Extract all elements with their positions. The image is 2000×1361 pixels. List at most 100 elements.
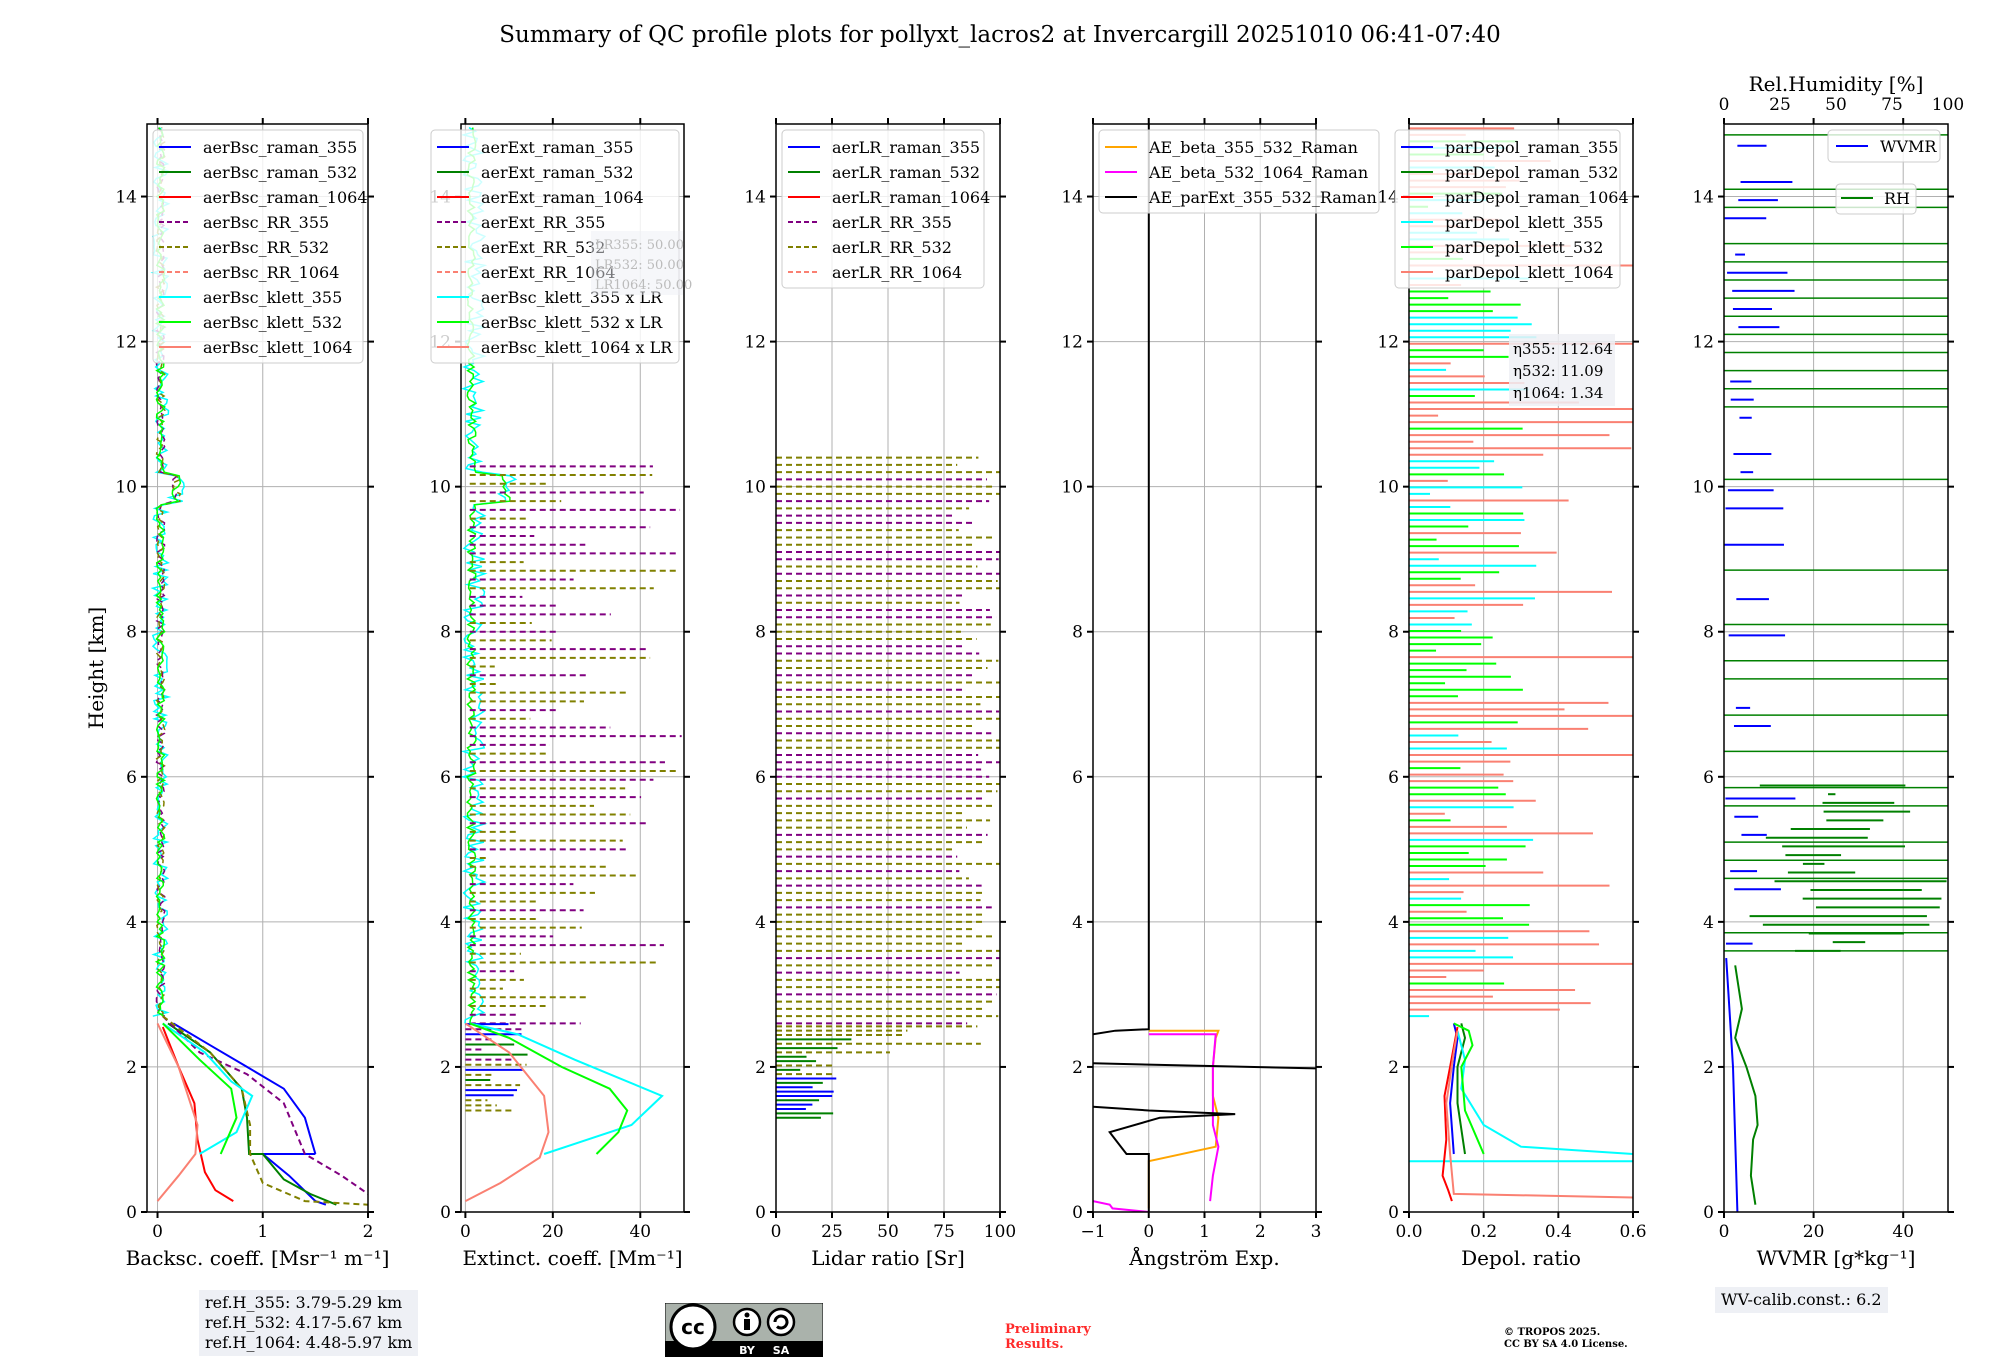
y-tick-label: 10 (1377, 478, 1399, 498)
legend-label: aerLR_raman_355 (832, 138, 980, 157)
y-tick-label: 0 (440, 1203, 451, 1223)
legend-label: aerBsc_raman_1064 (203, 188, 368, 207)
y-tick-label: 12 (1061, 333, 1083, 353)
y-tick-label: 6 (126, 768, 137, 788)
series-parDepol_raman_532 (1456, 1023, 1467, 1155)
legend-label: aerExt_raman_355 (481, 138, 634, 157)
badge-by-label: BY (739, 1344, 756, 1357)
legend-label: aerBsc_RR_532 (203, 238, 329, 257)
x2-tick-label: 25 (1769, 95, 1791, 115)
legend-box (1098, 129, 1380, 214)
x-tick-label: 0 (460, 1222, 471, 1242)
y-tick-label: 2 (755, 1058, 766, 1078)
y-tick-label: 2 (1703, 1058, 1714, 1078)
cc-icon (669, 1303, 717, 1351)
legend-label: aerLR_RR_532 (832, 238, 952, 257)
y-tick-label: 6 (1072, 768, 1083, 788)
series-parDepol_raman_1064 (1441, 1026, 1459, 1202)
x-tick-label: 3 (1311, 1222, 1322, 1242)
series-RH (1734, 965, 1759, 1205)
series-AE_parExt_355_532_Raman (1093, 124, 1316, 1212)
x-tick-label: 0 (152, 1222, 163, 1242)
plot-area (776, 124, 1000, 1212)
y-tick-label: 2 (1072, 1058, 1083, 1078)
series-aerBsc_RR_355 (162, 1015, 368, 1195)
y-tick-label: 12 (1692, 333, 1714, 353)
y-tick-label: 8 (1388, 623, 1399, 643)
plot-area (1724, 124, 1948, 1212)
legend-label: aerBsc_raman_355 (203, 138, 357, 157)
y-tick-label: 0 (755, 1203, 766, 1223)
series-aerBsc_klett_532 (162, 1022, 238, 1155)
x-axis-label: WVMR [g*kg⁻¹] (1757, 1246, 1916, 1270)
x-tick-label: 75 (933, 1222, 955, 1242)
x-tick-label: 1 (1199, 1222, 1210, 1242)
legend-label: parDepol_raman_1064 (1445, 188, 1629, 207)
legend: aerLR_raman_355 aerLR_raman_532 aerLR_rama… (781, 129, 990, 289)
legend-label: AE_beta_532_1064_Raman (1148, 163, 1368, 182)
x2-axis-label: Rel.Humidity [%] (1749, 72, 1924, 96)
x2-tick-label: 0 (1719, 95, 1730, 115)
series-parDepol_klett_355 (1456, 1030, 1633, 1155)
y-tick-label: 8 (1072, 623, 1083, 643)
y-tick-label: 14 (744, 188, 766, 208)
legend-label: aerExt_raman_1064 (481, 188, 644, 207)
x-tick-label: 0.0 (1395, 1222, 1422, 1242)
subplot-lidar_ratio: 0 25 50 75 100 0 2 4 6 8 10 12 14 Lidar ratio [Sr] aer… (744, 118, 1016, 1270)
wv-calib-box: WV-calib.const.: 6.2 (1715, 1287, 1888, 1313)
legend-label: aerBsc_klett_532 (203, 313, 342, 332)
x2-tick-label: 75 (1881, 95, 1903, 115)
series-WVMR (1725, 958, 1739, 1212)
x-axis-label: Extinct. coeff. [Mm⁻¹] (462, 1246, 682, 1270)
eta-annotation-line: η355: 112.64 (1513, 340, 1613, 358)
x-tick-label: 25 (821, 1222, 843, 1242)
y-tick-label: 14 (1692, 188, 1714, 208)
series-AE_beta_355_532_Raman (1147, 1029, 1220, 1209)
y-tick-label: 6 (1703, 768, 1714, 788)
series-aerBsc_klett_1064 (156, 1022, 199, 1202)
y-tick-label: 2 (126, 1058, 137, 1078)
lr-annotation-line: LR532: 50.00 (595, 258, 684, 273)
eta-annotation-box (1509, 334, 1615, 406)
y-tick-label: 0 (1388, 1203, 1399, 1223)
preliminary-line-2: Results. (1005, 1337, 1064, 1352)
x-tick-label: 40 (1892, 1222, 1914, 1242)
legend-box (781, 129, 985, 289)
legend-label: aerLR_raman_1064 (832, 188, 990, 207)
legend-label: RH (1884, 189, 1910, 208)
lr-annotation-box (591, 231, 683, 295)
y-tick-label: 8 (440, 623, 451, 643)
series-aerBsc_klett_355 (162, 1022, 254, 1155)
legend-label: aerLR_RR_355 (832, 213, 952, 232)
sa-share-alike-icon (766, 1307, 796, 1337)
y-tick-label: 14 (1377, 188, 1399, 208)
legend-label: aerExt_RR_355 (481, 213, 605, 232)
x-tick-label: 1 (257, 1222, 268, 1242)
y-tick-label: 2 (440, 1058, 451, 1078)
legend-label: aerBsc_RR_355 (203, 213, 329, 232)
x-tick-label: 50 (877, 1222, 899, 1242)
legend-label: aerBsc_RR_1064 (203, 263, 339, 282)
x-tick-label: 0 (1719, 1222, 1730, 1242)
y-tick-label: 8 (126, 623, 137, 643)
series-AE_beta_532_1064_Raman (1093, 1033, 1220, 1212)
legend-label: aerLR_raman_532 (832, 163, 980, 182)
x-tick-label: 40 (629, 1222, 651, 1242)
legend-label: aerBsc_raman_532 (203, 163, 357, 182)
series-parDepol_klett_1064 (1445, 1030, 1633, 1199)
legend: AE_beta_355_532_Raman AE_beta_532_1064_Ra… (1098, 129, 1380, 214)
preliminary-line-1: Preliminary (1005, 1322, 1091, 1337)
x-tick-label: 20 (1803, 1222, 1825, 1242)
x-tick-label: 100 (984, 1222, 1016, 1242)
legend-label: parDepol_klett_355 (1445, 213, 1603, 232)
legend-label: aerExt_RR_1064 (481, 263, 616, 282)
copyright-line-1: © TROPOS 2025. (1504, 1327, 1601, 1338)
series-aerBsc_klett_1064 x LR (464, 1022, 550, 1202)
y-tick-label: 4 (755, 913, 766, 933)
x-tick-label: 0.6 (1619, 1222, 1646, 1242)
x-axis-label: Ångström Exp. (1128, 1245, 1279, 1270)
plot-area (1093, 124, 1316, 1212)
x-tick-label: 2 (1255, 1222, 1266, 1242)
legend: aerExt_raman_355 aerExt_raman_532 aerExt_r… (430, 129, 680, 364)
